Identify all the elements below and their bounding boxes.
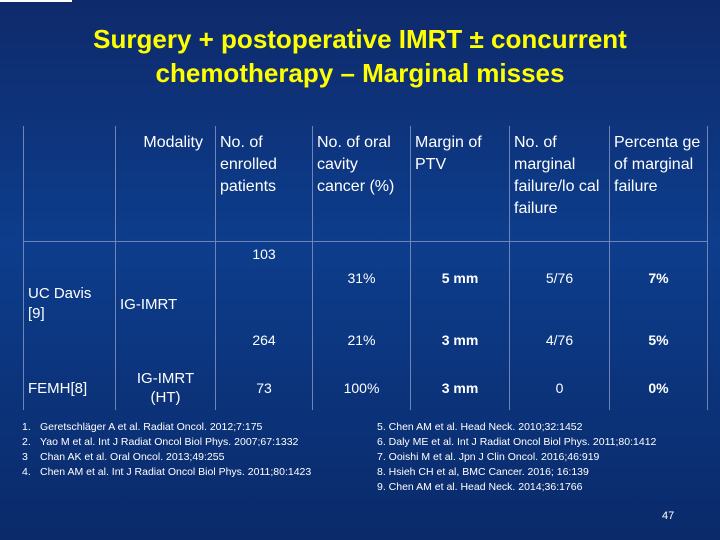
header-margin: Margin of PTV <box>410 126 510 242</box>
modality-ig-imrt-ht: IG-IMRT (HT) <box>115 366 216 410</box>
header-study <box>23 126 116 242</box>
cell-margin: 5 mm <box>410 241 510 314</box>
cell-oral-cavity: 100% <box>312 366 411 410</box>
header-enrolled: No. of enrolled patients <box>215 126 313 242</box>
reference-item: 5. Chen AM et al. Head Neck. 2010;32:145… <box>377 421 583 433</box>
cell-marginal-failure: 4/76 <box>509 314 610 366</box>
cell-marginal-failure: 0 <box>509 366 610 410</box>
cell-percentage: 0% <box>609 366 708 410</box>
cell-oral-cavity: 21% <box>312 314 411 366</box>
reference-item: 7. Ooishi M et al. Jpn J Clin Oncol. 201… <box>377 451 600 463</box>
table-row: 264 21% 3 mm 4/76 5% <box>24 314 708 366</box>
page-number: 47 <box>662 510 675 522</box>
cell-margin: 3 mm <box>410 314 510 366</box>
reference-item: 3 Chan AK et al. Oral Oncol. 2013;49:255 <box>22 451 225 463</box>
table-row: UC Davis [9] IG-IMRT 103 31% 5 mm 5/76 7… <box>23 241 708 366</box>
study-uc-davis: UC Davis [9] <box>23 241 116 366</box>
cell-oral-cavity: 31% <box>312 241 411 314</box>
cell-enrolled: 103 <box>215 241 313 314</box>
references-left: 1. Geretschläger A et al. Radiat Oncol. 2… <box>22 420 372 480</box>
slide-title: Surgery + postoperative IMRT ± concurren… <box>0 22 720 90</box>
table-row: FEMH[8] IG-IMRT (HT) 73 100% 3 mm 0 0% <box>23 366 708 410</box>
title-line-2: chemotherapy – Marginal misses <box>155 58 565 88</box>
reference-item: 8. Hsieh CH et al, BMC Cancer. 2016; 16:… <box>377 466 589 478</box>
cell-percentage: 7% <box>609 241 708 314</box>
cell-percentage: 5% <box>609 314 708 366</box>
reference-item: 1. Geretschläger A et al. Radiat Oncol. 2… <box>22 421 263 433</box>
cell-marginal-failure: 5/76 <box>509 241 610 314</box>
cell-margin: 3 mm <box>410 366 510 410</box>
reference-item: 6. Daly ME et al. Int J Radiat Oncol Bio… <box>377 436 657 448</box>
references-right: 5. Chen AM et al. Head Neck. 2010;32:145… <box>377 420 717 495</box>
top-rule <box>0 0 72 2</box>
title-line-1: Surgery + postoperative IMRT ± concurren… <box>93 24 627 54</box>
reference-item: 4. Chen AM et al. Int J Radiat Oncol Biol… <box>22 466 312 478</box>
marginal-misses-table: Modality No. of enrolled patients No. of… <box>23 126 708 410</box>
header-oral-cavity: No. of oral cavity cancer (%) <box>312 126 411 242</box>
header-modality: Modality <box>115 126 216 242</box>
header-marginal-failure: No. of marginal failure/lo cal failure <box>509 126 610 242</box>
modality-ig-imrt: IG-IMRT <box>115 241 216 366</box>
header-percentage: Percenta ge of marginal failure <box>609 126 708 242</box>
cell-enrolled: 264 <box>215 314 313 366</box>
reference-item: 2. Yao M et al. Int J Radiat Oncol Biol P… <box>22 436 299 448</box>
reference-item: 9. Chen AM et al. Head Neck. 2014;36:176… <box>377 481 583 493</box>
cell-enrolled: 73 <box>215 366 313 410</box>
table-header-row: Modality No. of enrolled patients No. of… <box>23 126 708 242</box>
study-femh: FEMH[8] <box>23 366 116 410</box>
